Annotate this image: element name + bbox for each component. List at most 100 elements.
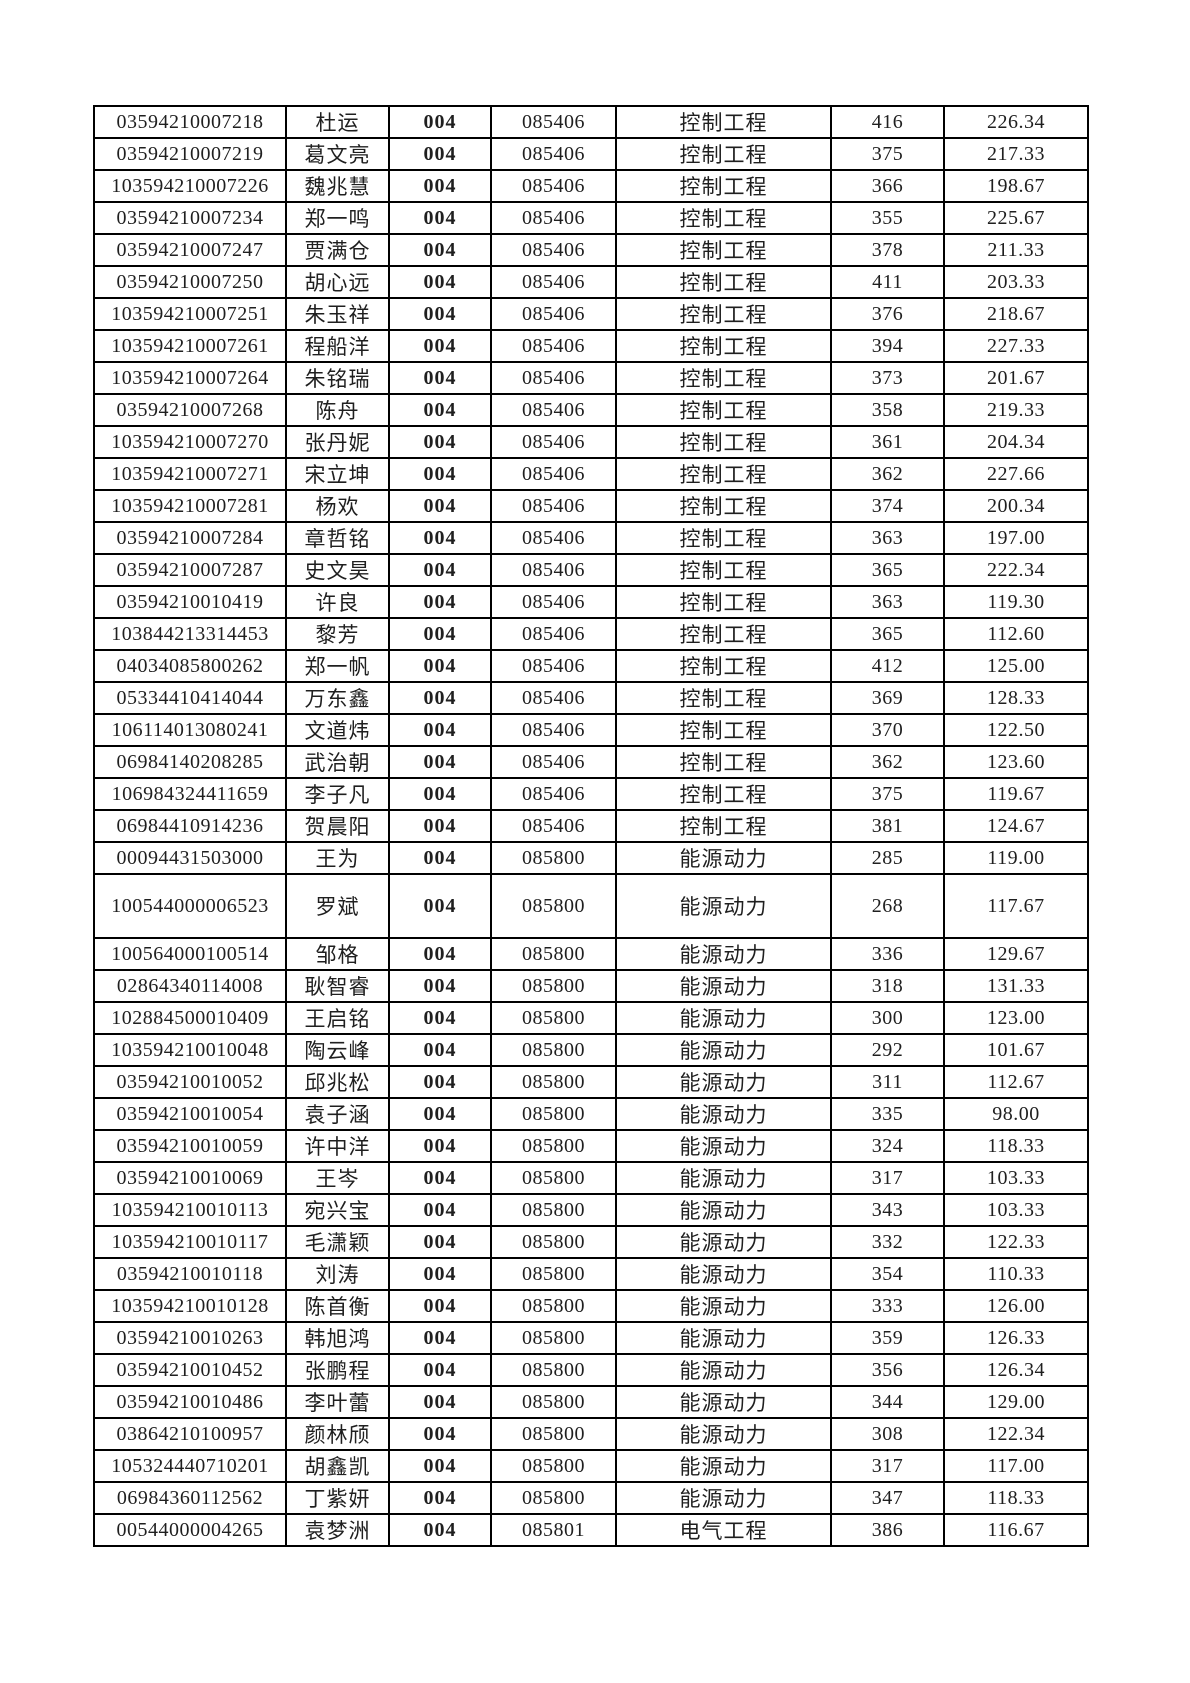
- cell-major_code: 085800: [490, 1449, 617, 1483]
- cell-major_name: 控制工程: [615, 393, 832, 427]
- table-row: 100544000006523 罗斌 004 085800 能源动力 268 117.67: [93, 873, 1089, 939]
- cell-candidate_name: 朱铭瑞: [285, 361, 390, 395]
- cell-retest_score: 117.67: [943, 873, 1089, 939]
- cell-initial_score: 386: [830, 1513, 945, 1547]
- cell-candidate_id: 03594210010419: [93, 585, 287, 619]
- cell-retest_score: 124.67: [943, 809, 1089, 843]
- cell-department_code: 004: [388, 361, 492, 395]
- cell-initial_score: 370: [830, 713, 945, 747]
- cell-department_code: 004: [388, 1353, 492, 1387]
- cell-candidate_id: 03594210007219: [93, 137, 287, 171]
- cell-retest_score: 122.33: [943, 1225, 1089, 1259]
- table-row: 103594210007261 程船洋 004 085406 控制工程 394 227.33: [93, 329, 1089, 363]
- table-row: 03594210010263 韩旭鸿 004 085800 能源动力 359 126.33: [93, 1321, 1089, 1355]
- cell-major_code: 085406: [490, 265, 617, 299]
- cell-major_name: 能源动力: [615, 1225, 832, 1259]
- cell-retest_score: 227.33: [943, 329, 1089, 363]
- cell-candidate_name: 史文昊: [285, 553, 390, 587]
- cell-major_code: 085406: [490, 233, 617, 267]
- cell-initial_score: 285: [830, 841, 945, 875]
- cell-initial_score: 365: [830, 617, 945, 651]
- cell-major_name: 能源动力: [615, 937, 832, 971]
- cell-initial_score: 373: [830, 361, 945, 395]
- table-row: 103594210010113 宛兴宝 004 085800 能源动力 343 103.33: [93, 1193, 1089, 1227]
- cell-candidate_name: 贾满仓: [285, 233, 390, 267]
- cell-major_name: 控制工程: [615, 425, 832, 459]
- cell-major_name: 能源动力: [615, 1449, 832, 1483]
- cell-retest_score: 218.67: [943, 297, 1089, 331]
- cell-retest_score: 98.00: [943, 1097, 1089, 1131]
- cell-initial_score: 343: [830, 1193, 945, 1227]
- cell-initial_score: 363: [830, 521, 945, 555]
- cell-major_code: 085406: [490, 809, 617, 843]
- cell-major_name: 能源动力: [615, 1161, 832, 1195]
- cell-candidate_id: 05334410414044: [93, 681, 287, 715]
- cell-initial_score: 365: [830, 553, 945, 587]
- cell-major_code: 085406: [490, 201, 617, 235]
- cell-candidate_name: 宛兴宝: [285, 1193, 390, 1227]
- cell-major_code: 085406: [490, 361, 617, 395]
- cell-initial_score: 378: [830, 233, 945, 267]
- cell-candidate_id: 03594210007218: [93, 105, 287, 139]
- cell-retest_score: 203.33: [943, 265, 1089, 299]
- cell-initial_score: 411: [830, 265, 945, 299]
- cell-major_name: 控制工程: [615, 489, 832, 523]
- cell-department_code: 004: [388, 265, 492, 299]
- cell-major_name: 控制工程: [615, 361, 832, 395]
- cell-major_code: 085800: [490, 873, 617, 939]
- cell-department_code: 004: [388, 137, 492, 171]
- cell-major_name: 能源动力: [615, 1033, 832, 1067]
- cell-retest_score: 110.33: [943, 1257, 1089, 1291]
- cell-candidate_id: 00544000004265: [93, 1513, 287, 1547]
- cell-major_name: 控制工程: [615, 169, 832, 203]
- table-row: 03594210010059 许中洋 004 085800 能源动力 324 118.33: [93, 1129, 1089, 1163]
- cell-candidate_id: 106984324411659: [93, 777, 287, 811]
- cell-candidate_id: 102884500010409: [93, 1001, 287, 1035]
- cell-candidate_id: 103594210007270: [93, 425, 287, 459]
- cell-candidate_name: 黎芳: [285, 617, 390, 651]
- cell-candidate_name: 杜运: [285, 105, 390, 139]
- results-table-body: 03594210007218 杜运 004 085406 控制工程 416 226.34 03…: [93, 105, 1089, 1547]
- cell-major_name: 控制工程: [615, 649, 832, 683]
- cell-retest_score: 112.60: [943, 617, 1089, 651]
- cell-major_code: 085406: [490, 457, 617, 491]
- cell-initial_score: 354: [830, 1257, 945, 1291]
- cell-major_code: 085800: [490, 1481, 617, 1515]
- table-row: 106984324411659 李子凡 004 085406 控制工程 375 119.67: [93, 777, 1089, 811]
- cell-candidate_name: 郑一鸣: [285, 201, 390, 235]
- cell-candidate_name: 郑一帆: [285, 649, 390, 683]
- cell-department_code: 004: [388, 1513, 492, 1547]
- table-row: 103594210007226 魏兆慧 004 085406 控制工程 366 198.67: [93, 169, 1089, 203]
- cell-initial_score: 335: [830, 1097, 945, 1131]
- cell-major_code: 085406: [490, 489, 617, 523]
- cell-department_code: 004: [388, 1225, 492, 1259]
- cell-candidate_name: 胡鑫凯: [285, 1449, 390, 1483]
- cell-candidate_id: 103594210007261: [93, 329, 287, 363]
- cell-major_code: 085800: [490, 1353, 617, 1387]
- table-row: 02864340114008 耿智睿 004 085800 能源动力 318 131.33: [93, 969, 1089, 1003]
- cell-candidate_name: 邱兆松: [285, 1065, 390, 1099]
- table-row: 03594210007234 郑一鸣 004 085406 控制工程 355 225.67: [93, 201, 1089, 235]
- cell-candidate_id: 00094431503000: [93, 841, 287, 875]
- cell-department_code: 004: [388, 297, 492, 331]
- cell-department_code: 004: [388, 617, 492, 651]
- cell-major_code: 085800: [490, 1033, 617, 1067]
- cell-candidate_id: 06984140208285: [93, 745, 287, 779]
- table-row: 103594210007251 朱玉祥 004 085406 控制工程 376 218.67: [93, 297, 1089, 331]
- cell-department_code: 004: [388, 233, 492, 267]
- cell-candidate_id: 03594210010118: [93, 1257, 287, 1291]
- cell-major_name: 能源动力: [615, 1129, 832, 1163]
- cell-major_code: 085800: [490, 1257, 617, 1291]
- cell-retest_score: 217.33: [943, 137, 1089, 171]
- cell-department_code: 004: [388, 553, 492, 587]
- cell-initial_score: 317: [830, 1161, 945, 1195]
- cell-department_code: 004: [388, 841, 492, 875]
- cell-candidate_name: 程船洋: [285, 329, 390, 363]
- table-row: 06984140208285 武治朝 004 085406 控制工程 362 123.60: [93, 745, 1089, 779]
- cell-major_code: 085406: [490, 553, 617, 587]
- cell-retest_score: 211.33: [943, 233, 1089, 267]
- table-row: 03594210007268 陈舟 004 085406 控制工程 358 219.33: [93, 393, 1089, 427]
- cell-retest_score: 112.67: [943, 1065, 1089, 1099]
- cell-department_code: 004: [388, 1417, 492, 1451]
